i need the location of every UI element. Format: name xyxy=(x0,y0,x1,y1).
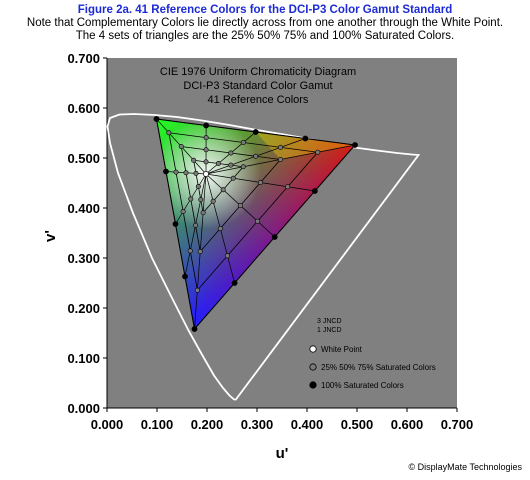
reference-color-point xyxy=(191,326,198,332)
reference-color-point xyxy=(311,188,318,194)
x-tick-label: 0.700 xyxy=(441,417,474,432)
reference-color-point xyxy=(194,287,200,293)
reference-color-point xyxy=(187,248,193,254)
reference-color-point xyxy=(230,175,236,181)
reference-color-point xyxy=(195,184,201,190)
legend-1-jncd: 1 JNCD xyxy=(317,327,342,334)
reference-color-point xyxy=(203,122,210,129)
reference-color-point xyxy=(352,142,358,148)
reference-color-point xyxy=(302,135,309,142)
x-tick-label: 0.600 xyxy=(391,417,424,432)
reference-color-point xyxy=(182,273,188,280)
x-tick-label: 0.400 xyxy=(291,417,324,432)
reference-color-point xyxy=(178,144,184,150)
legend-partial-saturation-label: 25% 50% 75% Saturated Colors xyxy=(321,363,436,372)
chart-title-line-2: DCI-P3 Standard Color Gamut xyxy=(183,80,332,92)
y-tick-label: 0.000 xyxy=(67,401,100,416)
x-tick-label: 0.100 xyxy=(141,417,174,432)
plot-area-background xyxy=(107,58,457,408)
reference-color-point xyxy=(277,157,283,163)
reference-color-point xyxy=(198,197,204,203)
x-tick-label: 0.200 xyxy=(191,417,224,432)
reference-color-point xyxy=(203,159,209,165)
reference-color-point xyxy=(255,218,261,224)
reference-color-point xyxy=(200,210,206,216)
legend-white-point-label: White Point xyxy=(321,345,363,354)
reference-color-point xyxy=(193,222,199,228)
reference-color-point xyxy=(180,209,186,215)
y-tick-label: 0.500 xyxy=(67,151,100,166)
x-tick-label: 0.000 xyxy=(91,417,124,432)
legend-full-saturation-label: 100% Saturated Colors xyxy=(321,381,404,390)
reference-color-point xyxy=(220,187,226,193)
figure-title: Figure 2a. 41 Reference Colors for the D… xyxy=(77,4,453,16)
figure-note-triangles: The 4 sets of triangles are the 25% 50% … xyxy=(75,30,455,42)
reference-color-point xyxy=(188,196,194,202)
reference-color-point xyxy=(197,249,203,255)
y-axis-label: v' xyxy=(42,230,59,242)
reference-color-point xyxy=(257,180,263,186)
reference-color-point xyxy=(172,221,179,227)
legend-partial-saturation-marker xyxy=(309,363,317,371)
figure-note-complementary: Note that Complementary Colors lie direc… xyxy=(26,17,504,29)
y-tick-label: 0.600 xyxy=(67,101,100,116)
chart-title-line-1: CIE 1976 Uniform Chromaticity Diagram xyxy=(160,66,356,78)
reference-color-point xyxy=(210,198,216,204)
reference-color-point xyxy=(228,150,234,156)
reference-color-point xyxy=(240,140,246,146)
y-tick-label: 0.100 xyxy=(67,351,100,366)
x-tick-label: 0.300 xyxy=(241,417,274,432)
reference-color-point xyxy=(217,226,223,232)
reference-color-point xyxy=(163,168,169,175)
legend-3-jncd: 3 JNCD xyxy=(317,318,342,325)
reference-color-point xyxy=(183,170,189,176)
copyright-credit: © DisplayMate Technologies xyxy=(408,462,522,472)
x-tick-label: 0.500 xyxy=(341,417,374,432)
reference-color-point xyxy=(215,161,221,167)
reference-color-point xyxy=(231,280,238,286)
reference-color-point xyxy=(203,147,209,153)
chart-title-line-3: 41 Reference Colors xyxy=(208,94,309,106)
reference-color-point xyxy=(153,116,160,122)
reference-color-points xyxy=(153,116,358,332)
reference-color-point xyxy=(228,162,234,168)
reference-color-point xyxy=(285,184,291,190)
reference-color-point xyxy=(278,144,284,150)
y-tick-label: 0.700 xyxy=(67,51,100,66)
x-axis-label: u' xyxy=(276,445,289,462)
reference-color-point xyxy=(315,149,321,155)
spectral-locus-curve xyxy=(106,113,421,401)
reference-color-point xyxy=(203,135,209,141)
reference-color-point xyxy=(191,157,197,163)
reference-color-point xyxy=(237,203,243,209)
legend-white-point-marker xyxy=(309,345,317,353)
reference-color-point xyxy=(193,170,199,176)
white-point-marker xyxy=(203,171,209,177)
reference-color-point xyxy=(173,169,179,175)
legend-full-saturation-marker xyxy=(309,381,317,389)
reference-color-point xyxy=(253,153,259,159)
y-tick-label: 0.200 xyxy=(67,301,100,316)
reference-color-point xyxy=(271,234,278,240)
reference-color-point xyxy=(166,130,172,136)
y-tick-label: 0.300 xyxy=(67,251,100,266)
y-tick-label: 0.400 xyxy=(67,201,100,216)
reference-color-point xyxy=(224,253,230,259)
legend: 3 JNCD 1 JNCD White Point 25% 50% 75% Sa… xyxy=(309,318,436,390)
reference-color-point xyxy=(252,129,259,135)
reference-color-point xyxy=(240,164,246,170)
